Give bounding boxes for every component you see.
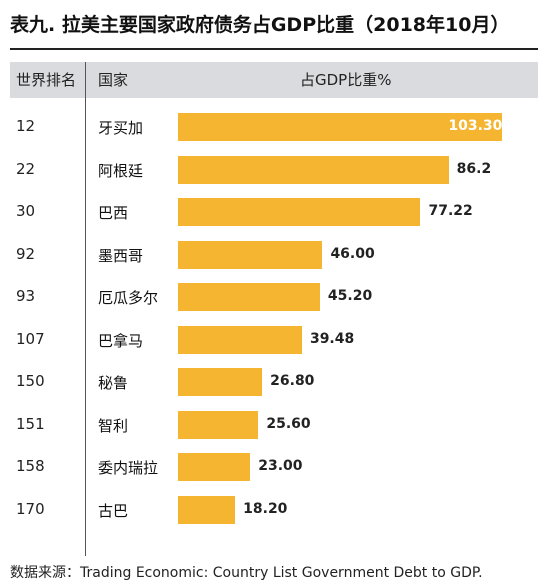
country-label: 厄瓜多尔 [98, 289, 159, 307]
header-country: 国家 [98, 71, 129, 89]
country-label: 秘鲁 [98, 374, 129, 392]
bar [178, 240, 323, 269]
rank-label: 170 [16, 499, 45, 518]
data-label: 45.20 [327, 288, 373, 304]
country-label: 阿根廷 [98, 161, 144, 180]
bar [178, 155, 449, 184]
title-rule [10, 48, 538, 50]
data-label: 103.30 [448, 118, 503, 134]
data-label: 25.60 [266, 415, 311, 432]
country-label: 巴西 [98, 204, 129, 222]
data-label: 26.80 [270, 373, 315, 389]
header-rank: 世界排名 [16, 71, 77, 89]
bar [178, 495, 236, 524]
bar [178, 368, 263, 396]
rank-label: 93 [16, 287, 36, 305]
country-label: 智利 [98, 416, 129, 435]
country-label: 委内瑞拉 [98, 459, 159, 477]
bar [178, 113, 503, 141]
data-label: 18.20 [243, 500, 288, 517]
data-label: 39.48 [309, 330, 355, 347]
rank-label: 30 [16, 202, 36, 220]
country-label: 牙买加 [98, 119, 144, 137]
country-label: 古巴 [98, 501, 129, 520]
bar [178, 453, 251, 481]
rank-label: 107 [16, 329, 45, 348]
data-label: 77.22 [428, 203, 473, 219]
country-label: 巴拿马 [98, 331, 144, 350]
rank-label: 12 [16, 117, 36, 135]
rank-label: 92 [16, 244, 36, 263]
bar [178, 198, 421, 226]
data-label: 46.00 [330, 245, 375, 262]
column-divider [85, 62, 86, 556]
rank-label: 158 [16, 457, 45, 475]
bar [178, 325, 302, 354]
country-label: 墨西哥 [98, 246, 144, 265]
bar [178, 410, 259, 439]
table-header: 世界排名 国家 占GDP比重% [10, 62, 538, 98]
chart-title: 表九. 拉美主要国家政府债务占GDP比重（2018年10月） [10, 14, 510, 36]
rank-label: 151 [16, 414, 45, 433]
rank-label: 150 [16, 372, 45, 390]
header-metric: 占GDP比重% [300, 71, 392, 89]
source-note: 数据来源：Trading Economic: Country List Gove… [10, 565, 483, 581]
data-label: 23.00 [258, 458, 303, 474]
bar [178, 283, 320, 311]
data-label: 86.2 [456, 160, 492, 177]
rank-label: 22 [16, 159, 36, 178]
